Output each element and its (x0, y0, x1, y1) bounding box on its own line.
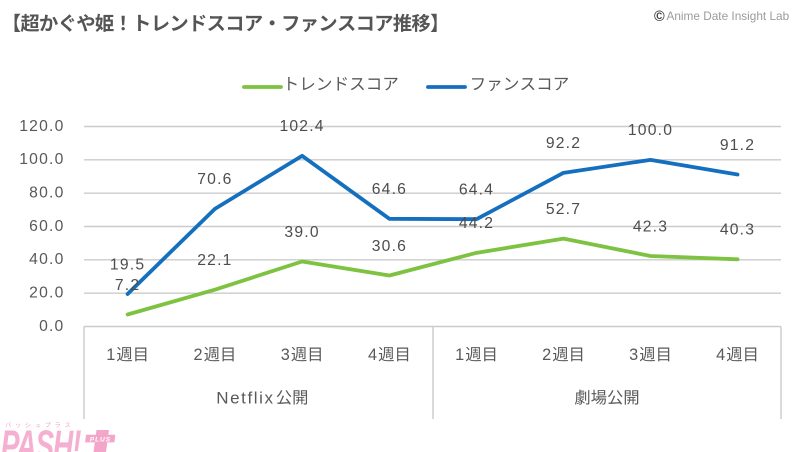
svg-text:52.7: 52.7 (546, 201, 581, 218)
svg-text:0.0: 0.0 (39, 318, 64, 335)
svg-text:1: 1 (106, 346, 115, 364)
svg-text:19.5: 19.5 (110, 256, 145, 273)
svg-text:30.6: 30.6 (372, 238, 407, 255)
svg-text:39.0: 39.0 (284, 224, 319, 241)
svg-text:100.0: 100.0 (19, 151, 64, 168)
svg-text:PLUS: PLUS (90, 436, 111, 443)
svg-text:7.2: 7.2 (115, 277, 140, 294)
svg-text:4: 4 (716, 346, 725, 364)
svg-text:©: © (654, 9, 665, 25)
svg-text:1: 1 (455, 346, 464, 364)
svg-text:102.4: 102.4 (279, 118, 324, 135)
svg-text:40.0: 40.0 (29, 251, 64, 268)
svg-text:70.6: 70.6 (197, 171, 232, 188)
svg-text:Netflix: Netflix (216, 388, 274, 407)
svg-text:60.0: 60.0 (29, 218, 64, 235)
svg-text:44.2: 44.2 (459, 215, 494, 232)
svg-text:91.2: 91.2 (720, 137, 755, 154)
svg-text:64.4: 64.4 (459, 182, 494, 199)
svg-text:20.0: 20.0 (29, 285, 64, 302)
svg-text:3: 3 (281, 346, 290, 364)
svg-text:40.3: 40.3 (720, 222, 755, 239)
svg-text:22.1: 22.1 (197, 252, 232, 269)
svg-text:64.6: 64.6 (372, 181, 407, 198)
svg-text:80.0: 80.0 (29, 185, 64, 202)
svg-text:92.2: 92.2 (546, 135, 581, 152)
svg-text:120.0: 120.0 (19, 118, 64, 135)
svg-text:100.0: 100.0 (628, 122, 673, 139)
svg-text:42.3: 42.3 (633, 218, 668, 235)
svg-text:PASH!: PASH! (1, 422, 82, 452)
svg-text:3: 3 (629, 346, 638, 364)
svg-text:2: 2 (542, 346, 551, 364)
svg-text:2: 2 (194, 346, 203, 364)
svg-text:Anime Date Insight Lab: Anime Date Insight Lab (667, 9, 790, 23)
svg-text:4: 4 (368, 346, 377, 364)
